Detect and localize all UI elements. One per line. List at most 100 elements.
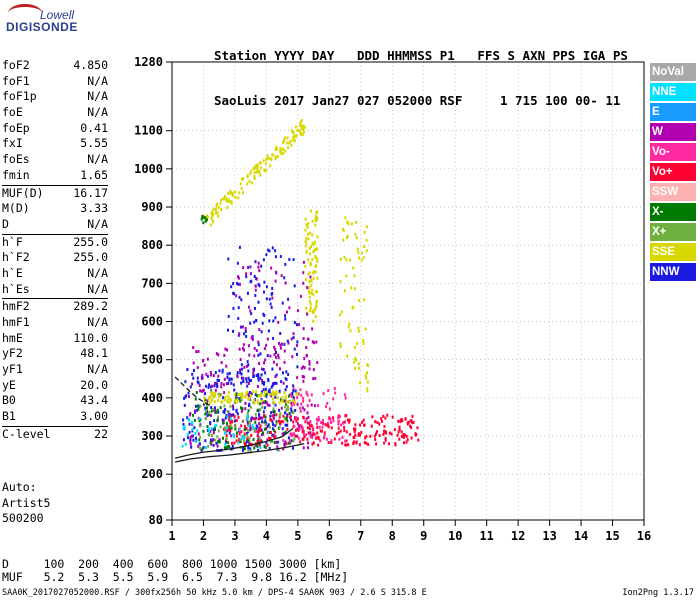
echo-point xyxy=(269,164,272,168)
echo-point xyxy=(341,441,344,445)
echo-point xyxy=(282,447,285,451)
echo-point xyxy=(358,443,361,447)
d-label: D xyxy=(2,557,9,571)
echo-point xyxy=(243,432,246,436)
echo-point xyxy=(277,353,280,357)
echo-point xyxy=(220,400,223,404)
param-label: hmF1 xyxy=(2,315,30,329)
echo-point xyxy=(330,441,333,445)
echo-point xyxy=(275,355,278,359)
echo-point xyxy=(326,421,329,425)
echo-point xyxy=(278,367,281,371)
echo-point xyxy=(404,417,407,421)
echo-point xyxy=(277,396,280,400)
echo-point xyxy=(316,247,319,251)
echo-point xyxy=(289,139,292,143)
echo-point xyxy=(266,337,269,341)
echo-point xyxy=(295,353,298,357)
echo-point xyxy=(315,211,318,215)
echo-point xyxy=(314,315,317,319)
echo-point xyxy=(271,414,274,418)
echo-point xyxy=(230,201,233,205)
echo-point xyxy=(317,415,320,419)
trace-line xyxy=(174,427,294,459)
echo-point xyxy=(359,381,362,385)
echo-point xyxy=(339,279,342,283)
echo-point xyxy=(388,431,391,435)
echo-point xyxy=(269,302,272,306)
echo-point xyxy=(261,381,264,385)
echo-point xyxy=(188,430,191,434)
echo-point xyxy=(296,365,299,369)
param-row: M(D) 3.33 xyxy=(2,201,108,217)
echo-point xyxy=(271,397,274,401)
echo-point xyxy=(221,418,224,422)
echo-point xyxy=(217,399,220,403)
echo-point xyxy=(254,288,257,292)
param-row: foEs N/A xyxy=(2,152,108,168)
echo-point xyxy=(253,417,256,421)
echo-point xyxy=(290,434,293,438)
echo-point xyxy=(355,220,358,224)
echo-point xyxy=(224,407,227,411)
echo-point xyxy=(275,422,278,426)
echo-point xyxy=(273,381,276,385)
param-row: B0 43.4 xyxy=(2,393,108,409)
echo-point xyxy=(209,438,212,442)
echo-point xyxy=(230,434,233,438)
logo-lowell: Lowell xyxy=(40,8,75,22)
echo-point xyxy=(363,298,366,302)
echo-point xyxy=(224,446,227,450)
echo-point xyxy=(228,371,231,375)
echo-point xyxy=(226,375,229,379)
echo-point xyxy=(293,139,296,143)
param-label: foF1 xyxy=(2,73,30,88)
echo-point xyxy=(308,427,311,431)
x-tick-label: 9 xyxy=(420,529,427,543)
echo-point xyxy=(182,438,185,442)
echo-point xyxy=(281,432,284,436)
echo-point xyxy=(254,393,257,397)
echo-point xyxy=(232,329,235,333)
echo-point xyxy=(256,394,259,398)
echo-point xyxy=(286,400,289,404)
echo-point xyxy=(288,141,291,145)
echo-point xyxy=(290,432,293,436)
echo-point xyxy=(206,214,209,218)
echo-point xyxy=(239,438,242,442)
echo-point xyxy=(207,427,210,431)
echo-point xyxy=(294,125,297,129)
param-row: foF1 N/A xyxy=(2,74,108,90)
echo-point xyxy=(261,433,264,437)
echo-point xyxy=(237,441,240,445)
echo-point xyxy=(226,415,229,419)
echo-point xyxy=(295,323,298,327)
echo-point xyxy=(237,415,240,419)
echo-point xyxy=(275,363,278,367)
echo-point xyxy=(216,384,219,388)
echo-point xyxy=(184,442,187,446)
echo-point xyxy=(250,181,253,185)
echo-point xyxy=(299,294,302,298)
echo-point xyxy=(292,396,295,400)
echo-point xyxy=(274,348,277,352)
x-tick-label: 11 xyxy=(479,529,493,543)
echo-point xyxy=(273,352,276,356)
echo-point xyxy=(204,219,207,223)
echo-point xyxy=(283,431,286,435)
echo-point xyxy=(327,441,330,445)
echo-point xyxy=(341,227,344,231)
echo-point xyxy=(225,421,228,425)
echo-point xyxy=(292,138,295,142)
echo-point xyxy=(224,347,227,351)
echo-point xyxy=(399,420,402,424)
echo-point xyxy=(276,147,279,151)
echo-point xyxy=(243,436,246,440)
echo-point xyxy=(257,430,260,434)
echo-point xyxy=(264,422,267,426)
echo-point xyxy=(223,391,226,395)
echo-point xyxy=(198,442,201,446)
echo-point xyxy=(205,372,208,376)
echo-point xyxy=(281,427,284,431)
x-tick-label: 5 xyxy=(294,529,301,543)
